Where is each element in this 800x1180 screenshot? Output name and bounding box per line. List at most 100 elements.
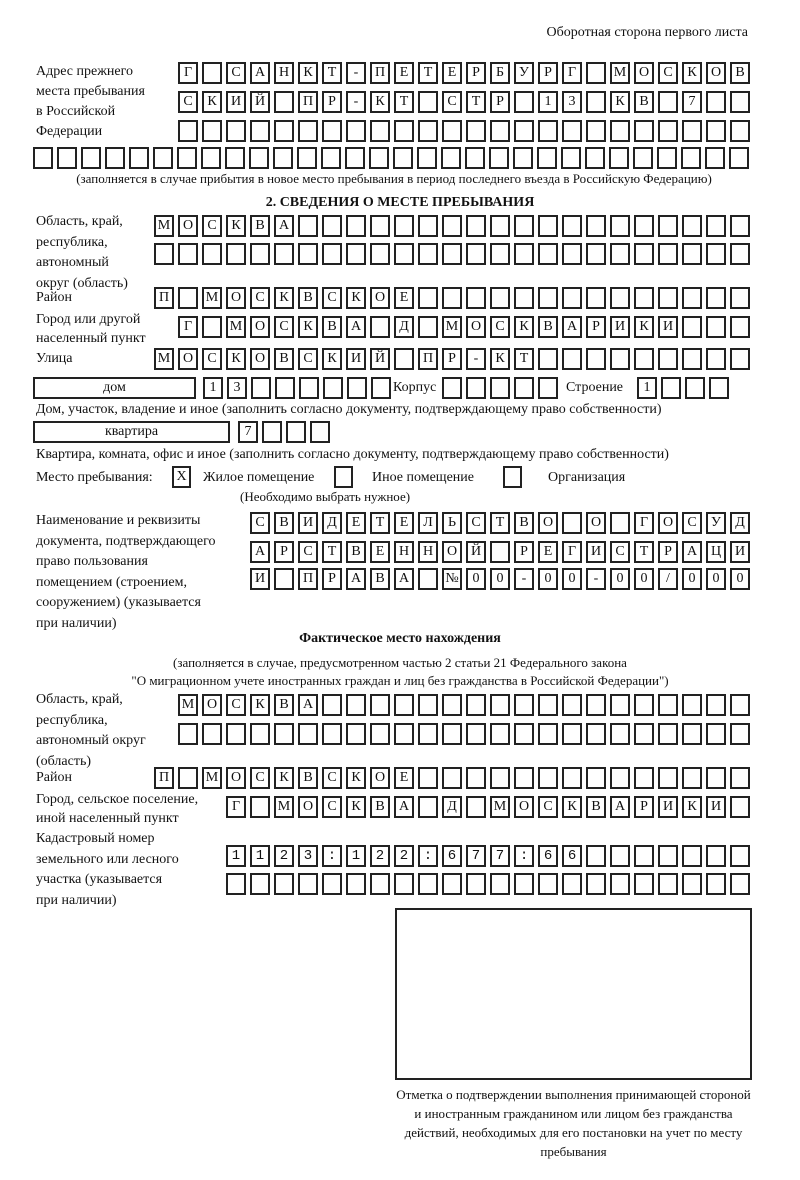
- char-box[interactable]: В: [586, 796, 606, 818]
- char-box[interactable]: К: [346, 287, 366, 309]
- char-box[interactable]: Е: [538, 541, 558, 563]
- char-box[interactable]: Р: [322, 91, 342, 113]
- char-box[interactable]: А: [682, 541, 702, 563]
- char-box[interactable]: Т: [370, 512, 390, 534]
- char-box[interactable]: [513, 147, 533, 169]
- char-box[interactable]: [682, 873, 702, 895]
- char-box[interactable]: [57, 147, 77, 169]
- char-box[interactable]: О: [442, 541, 462, 563]
- char-box[interactable]: [251, 377, 271, 399]
- char-box[interactable]: [658, 120, 678, 142]
- char-box[interactable]: [178, 723, 198, 745]
- char-box[interactable]: Б: [490, 62, 510, 84]
- char-box[interactable]: [178, 120, 198, 142]
- char-box[interactable]: Л: [418, 512, 438, 534]
- char-box[interactable]: К: [370, 91, 390, 113]
- char-box[interactable]: [514, 91, 534, 113]
- char-box[interactable]: [730, 796, 750, 818]
- char-box[interactable]: [466, 215, 486, 237]
- char-box[interactable]: К: [490, 348, 510, 370]
- char-box[interactable]: [634, 348, 654, 370]
- char-box[interactable]: [346, 215, 366, 237]
- char-box[interactable]: К: [610, 91, 630, 113]
- char-box[interactable]: [661, 377, 681, 399]
- char-box[interactable]: [538, 243, 558, 265]
- char-box[interactable]: [730, 767, 750, 789]
- char-box[interactable]: П: [298, 568, 318, 590]
- char-box[interactable]: 1: [203, 377, 223, 399]
- char-box[interactable]: [466, 287, 486, 309]
- char-box[interactable]: 0: [490, 568, 510, 590]
- char-box[interactable]: О: [298, 796, 318, 818]
- char-box[interactable]: Т: [418, 62, 438, 84]
- char-box[interactable]: [226, 873, 246, 895]
- char-box[interactable]: С: [322, 767, 342, 789]
- char-box[interactable]: [225, 147, 245, 169]
- char-box[interactable]: [418, 287, 438, 309]
- char-box[interactable]: [442, 845, 462, 867]
- char-box[interactable]: [442, 287, 462, 309]
- char-box[interactable]: М: [610, 62, 630, 84]
- char-box[interactable]: [586, 723, 606, 745]
- char-box[interactable]: [706, 873, 726, 895]
- char-box[interactable]: [250, 796, 270, 818]
- char-box[interactable]: Т: [634, 541, 654, 563]
- char-box[interactable]: О: [250, 316, 270, 338]
- char-box[interactable]: С: [322, 796, 342, 818]
- char-box[interactable]: К: [274, 287, 294, 309]
- char-box[interactable]: [538, 873, 558, 895]
- char-box[interactable]: Т: [490, 512, 510, 534]
- char-box[interactable]: Н: [394, 541, 414, 563]
- char-box[interactable]: [298, 873, 318, 895]
- char-box[interactable]: [250, 723, 270, 745]
- char-box[interactable]: К: [226, 348, 246, 370]
- char-box[interactable]: [658, 767, 678, 789]
- char-box[interactable]: О: [178, 215, 198, 237]
- char-box[interactable]: [514, 215, 534, 237]
- char-box[interactable]: -: [466, 348, 486, 370]
- char-box[interactable]: [706, 287, 726, 309]
- char-box[interactable]: [658, 694, 678, 716]
- char-box[interactable]: [538, 767, 558, 789]
- char-box[interactable]: 0: [730, 568, 750, 590]
- char-box[interactable]: О: [706, 62, 726, 84]
- char-box[interactable]: [442, 377, 462, 399]
- char-box[interactable]: Е: [394, 287, 414, 309]
- char-box[interactable]: [394, 120, 414, 142]
- char-box[interactable]: [634, 120, 654, 142]
- char-box[interactable]: К: [250, 694, 270, 716]
- char-box[interactable]: [394, 845, 414, 867]
- char-box[interactable]: В: [730, 62, 750, 84]
- char-box[interactable]: [682, 287, 702, 309]
- char-box[interactable]: П: [298, 91, 318, 113]
- char-box[interactable]: [418, 120, 438, 142]
- char-box[interactable]: [418, 316, 438, 338]
- char-box[interactable]: [634, 723, 654, 745]
- char-box[interactable]: 0: [466, 568, 486, 590]
- char-box[interactable]: [226, 243, 246, 265]
- char-box[interactable]: С: [682, 512, 702, 534]
- char-box[interactable]: В: [346, 541, 366, 563]
- char-box[interactable]: [154, 243, 174, 265]
- char-box[interactable]: [538, 215, 558, 237]
- char-box[interactable]: [322, 694, 342, 716]
- char-box[interactable]: [489, 147, 509, 169]
- char-box[interactable]: Й: [466, 541, 486, 563]
- char-box[interactable]: [730, 873, 750, 895]
- char-box[interactable]: У: [514, 62, 534, 84]
- char-box[interactable]: [586, 287, 606, 309]
- char-box[interactable]: Г: [178, 62, 198, 84]
- char-box[interactable]: [370, 873, 390, 895]
- char-box[interactable]: С: [298, 348, 318, 370]
- char-box[interactable]: [490, 287, 510, 309]
- char-box[interactable]: С: [322, 287, 342, 309]
- char-box[interactable]: [466, 845, 486, 867]
- char-box[interactable]: [730, 243, 750, 265]
- char-box[interactable]: [178, 287, 198, 309]
- char-box[interactable]: [658, 215, 678, 237]
- char-box[interactable]: Е: [394, 512, 414, 534]
- char-box[interactable]: [490, 377, 510, 399]
- char-box[interactable]: [610, 873, 630, 895]
- char-box[interactable]: [345, 147, 365, 169]
- char-box[interactable]: [298, 243, 318, 265]
